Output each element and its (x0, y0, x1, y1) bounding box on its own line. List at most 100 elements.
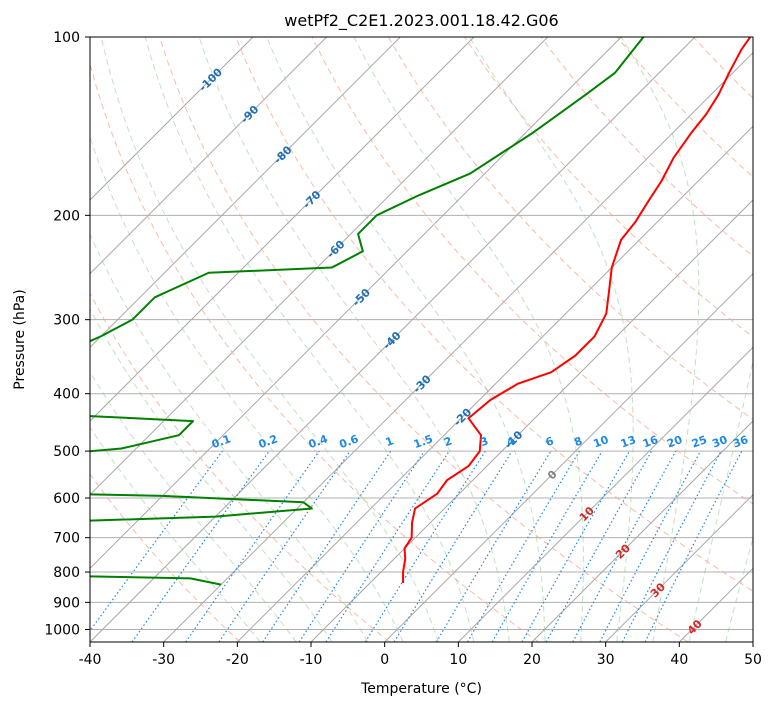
y-tick-label: 800 (53, 565, 80, 581)
mixing-ratio-line (545, 450, 653, 642)
y-tick-label: 1000 (44, 622, 80, 638)
mixing-ratio-label: 0.4 (307, 432, 330, 451)
isotherm-lines (90, 37, 753, 642)
mixing-ratio-line (185, 450, 320, 642)
x-tick-label: -20 (226, 652, 249, 668)
isotherm-line (90, 37, 254, 201)
x-axis-label: Temperature (°C) (360, 681, 482, 697)
dry-adiabat-line (540, 37, 753, 257)
plot-area: -100-90-80-70-60-50-40-30-20-10010203040… (90, 37, 775, 642)
x-tick-label: 10 (449, 652, 467, 668)
mixing-ratio-line (131, 450, 270, 642)
mixing-ratio-line (262, 450, 392, 642)
isotherm-line (236, 125, 753, 642)
dry-adiabat-line (90, 62, 540, 642)
y-axis-ticks: 100 200 300 400 500 600 700 800 900 1000 (44, 30, 90, 638)
isotherm-line (310, 199, 753, 642)
x-tick-label: 30 (597, 652, 615, 668)
plot-frame (89, 36, 754, 643)
moist-adiabat-line (100, 37, 439, 642)
dry-adiabat-line (692, 37, 753, 99)
mixing-ratio-label: 4 (505, 434, 517, 449)
mixing-ratio-line (599, 450, 702, 642)
dry-adiabat-line (311, 37, 753, 505)
isotherm-line (605, 493, 753, 642)
mixing-ratio-lines (90, 450, 743, 642)
mixing-ratio-label: 13 (619, 433, 638, 450)
mixing-ratio-line (90, 450, 223, 632)
chart-title: wetPf2_C2E1.2023.001.18.42.G06 (284, 11, 558, 31)
dewpoint-line (90, 37, 645, 586)
x-tick-label: 0 (380, 652, 389, 668)
isotherm-line (531, 420, 753, 642)
mixing-ratio-line (572, 450, 677, 642)
moist-adiabat-line (469, 37, 634, 642)
isotherm-line (90, 37, 696, 642)
moist-adiabat-line (266, 37, 546, 642)
y-tick-label: 600 (53, 491, 80, 507)
moist-adiabat-line (90, 308, 333, 642)
mixing-ratio-label: 30 (710, 433, 729, 451)
dry-adiabat-line (387, 37, 753, 420)
y-axis-label: Pressure (hPa) (12, 289, 28, 389)
mixing-ratio-labels: 0.1 0.2 0.4 0.6 1 1.5 2 3 4 6 8 10 13 16 20 25 30 36 (210, 432, 750, 451)
mixing-ratio-line (325, 450, 450, 642)
moist-adiabat-line (353, 37, 584, 642)
mixing-ratio-label: 2 (442, 434, 454, 449)
mixing-ratio-label: 20 (665, 433, 684, 451)
x-tick-label: 20 (523, 652, 541, 668)
mixing-ratio-line (393, 450, 513, 642)
mixing-ratio-label: 1 (384, 434, 396, 449)
isotherm-line (384, 272, 753, 642)
moist-adiabat-line (90, 135, 404, 642)
dry-adiabat-line (464, 37, 753, 338)
isotherm-label: -100 (196, 65, 225, 94)
dry-adiabat-line (90, 292, 390, 642)
pressure-gridlines (90, 37, 753, 630)
isotherm-line (457, 346, 753, 642)
moist-adiabat-line (725, 536, 753, 642)
mixing-ratio-line (218, 450, 351, 642)
isotherm-label: -80 (271, 143, 294, 166)
isotherm-line (163, 51, 753, 642)
y-tick-label: 400 (53, 387, 80, 403)
mixing-ratio-label: 16 (641, 433, 660, 451)
y-tick-label: 300 (53, 313, 80, 329)
mixing-ratio-line (298, 450, 425, 642)
isotherm-line (752, 641, 753, 642)
moist-adiabat-line (762, 37, 775, 642)
isotherm-line (90, 37, 328, 275)
x-tick-label: -30 (152, 652, 175, 668)
dry-adiabat-line (770, 37, 775, 642)
moist-adiabat-line (620, 37, 700, 642)
y-tick-label: 500 (53, 444, 80, 460)
mixing-ratio-label: 36 (731, 433, 750, 451)
mixing-ratio-line (621, 450, 722, 642)
mixing-ratio-label: 0.2 (257, 432, 280, 451)
profile-series (90, 37, 752, 586)
mixing-ratio-label: 8 (572, 434, 584, 449)
mixing-ratio-label: 25 (690, 433, 709, 450)
moist-adiabat-line (90, 233, 369, 642)
mixing-ratio-label: 0.1 (210, 432, 233, 451)
mixing-ratio-label: 0.6 (338, 432, 361, 451)
dry-adiabat-line (235, 37, 753, 592)
mixing-ratio-label: 1.5 (412, 432, 435, 451)
y-tick-label: 900 (53, 595, 80, 611)
x-tick-label: 40 (670, 652, 688, 668)
y-tick-label: 100 (53, 30, 80, 46)
isotherm-line (90, 37, 401, 349)
x-tick-label: -40 (79, 652, 102, 668)
mixing-ratio-line (435, 450, 552, 642)
y-tick-label: 700 (53, 531, 80, 547)
dry-adiabat-lines (90, 37, 775, 642)
mixing-ratio-label: 3 (478, 434, 490, 449)
isotherm-line (90, 37, 475, 422)
x-tick-label: -10 (300, 652, 323, 668)
mixing-ratio-line (644, 450, 743, 642)
isotherm-line (90, 37, 622, 570)
y-tick-label: 200 (53, 208, 80, 224)
moist-adiabat-line (688, 358, 753, 642)
moist-adiabat-line (90, 370, 297, 642)
